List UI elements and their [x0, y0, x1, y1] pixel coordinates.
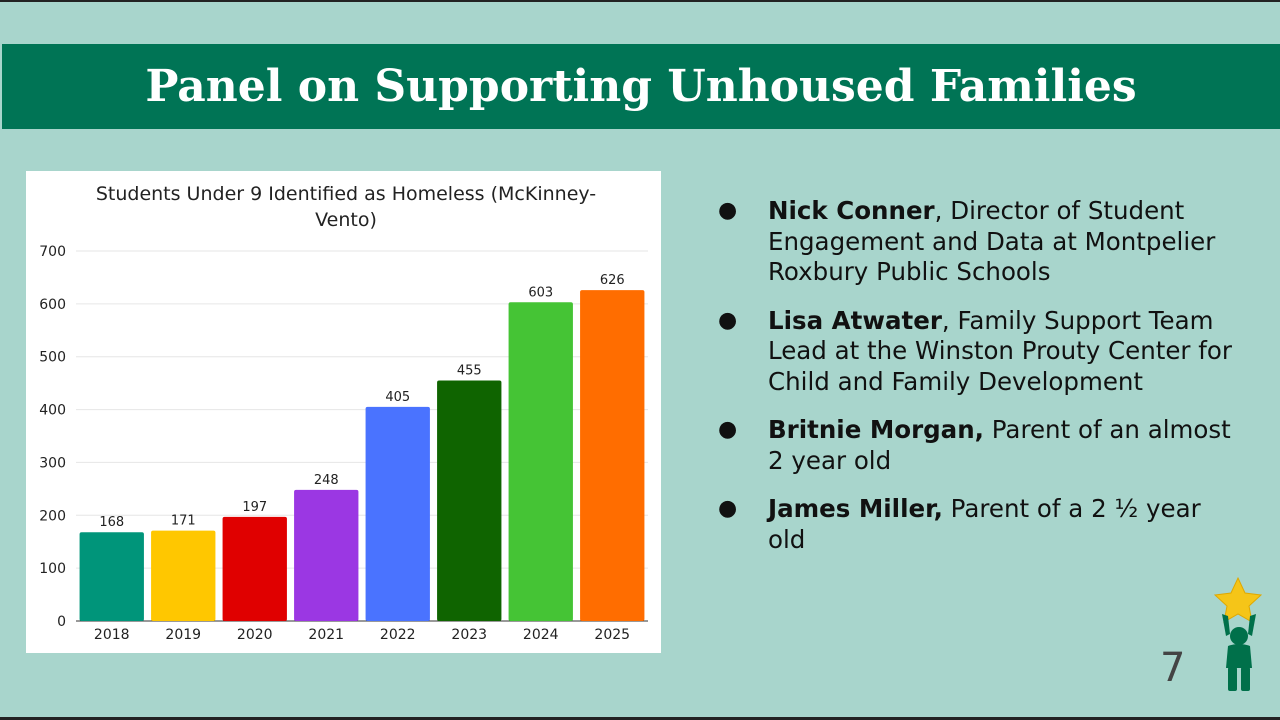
data-label: 168	[99, 515, 124, 530]
list-item: ● Lisa Atwater, Family Support Team Lead…	[718, 306, 1238, 398]
bar	[365, 406, 430, 621]
data-label: 197	[242, 500, 267, 515]
data-label: 405	[385, 390, 410, 405]
x-tick-label: 2018	[94, 627, 130, 643]
x-tick-label: 2019	[165, 627, 201, 643]
top-border	[0, 0, 1280, 2]
bar	[222, 516, 287, 621]
x-tick-label: 2020	[237, 627, 273, 643]
panelist-list: ● Nick Conner, Director of Student Engag…	[718, 196, 1238, 573]
panelist-description: Parent of a 2 ½ year old	[768, 494, 1201, 554]
child-silhouette	[1222, 614, 1256, 691]
list-item: ● Nick Conner, Director of Student Engag…	[718, 196, 1238, 288]
panelist-name: Lisa Atwater	[768, 305, 942, 335]
title-bar: Panel on Supporting Unhoused Families	[2, 44, 1280, 129]
chart-title: Students Under 9 Identified as Homeless …	[95, 183, 597, 231]
panelist-description: , Family Support Team Lead at the Winsto…	[768, 305, 1232, 396]
y-tick-label: 400	[39, 403, 66, 419]
x-tick-label: 2023	[451, 627, 487, 643]
panelist-name: James Miller,	[768, 494, 943, 523]
y-tick-label: 600	[39, 297, 66, 313]
x-tick-label: 2024	[523, 627, 559, 643]
bar	[437, 380, 502, 621]
bar	[79, 532, 144, 621]
panelist-name: Nick Conner	[768, 196, 935, 225]
data-label: 248	[314, 473, 339, 488]
data-label: 455	[457, 364, 482, 379]
y-tick-label: 500	[39, 350, 66, 366]
list-item: ● Britnie Morgan, Parent of an almost 2 …	[718, 415, 1238, 476]
x-tick-label: 2021	[308, 627, 344, 643]
x-tick-label: 2022	[380, 627, 416, 643]
bar	[508, 302, 573, 621]
child-with-star-icon	[1213, 576, 1263, 691]
data-label: 171	[171, 514, 196, 529]
bar	[580, 290, 645, 621]
y-tick-label: 0	[57, 614, 66, 630]
bullet-icon: ●	[718, 496, 738, 521]
slide-title: Panel on Supporting Unhoused Families	[145, 61, 1137, 112]
page-number: 7	[1160, 645, 1186, 691]
data-label: 626	[600, 273, 625, 288]
panelist-description: , Director of Student Engagement and Dat…	[768, 196, 1216, 286]
star-icon	[1213, 576, 1263, 623]
panelist-description: Parent of an almost 2 year old	[768, 415, 1231, 475]
bullet-icon: ●	[718, 307, 738, 333]
bar	[294, 489, 359, 621]
bottom-border	[0, 717, 1280, 720]
bullet-icon: ●	[718, 417, 738, 442]
bar	[151, 530, 216, 621]
y-tick-label: 200	[39, 508, 66, 524]
panelist-name: Britnie Morgan,	[768, 415, 984, 444]
y-tick-label: 100	[39, 561, 66, 577]
y-tick-label: 300	[39, 455, 66, 471]
data-label: 603	[528, 285, 553, 300]
bullet-icon: ●	[718, 198, 738, 223]
x-tick-label: 2025	[594, 627, 630, 643]
y-tick-label: 700	[39, 244, 66, 260]
list-item: ● James Miller, Parent of a 2 ½ year old	[718, 494, 1238, 555]
chart-canvas: 0 100 200 300 400 500 600 700 168 2018 171 2019 197 2…	[39, 244, 648, 643]
bar-chart: Students Under 9 Identified as Homeless …	[26, 171, 661, 653]
